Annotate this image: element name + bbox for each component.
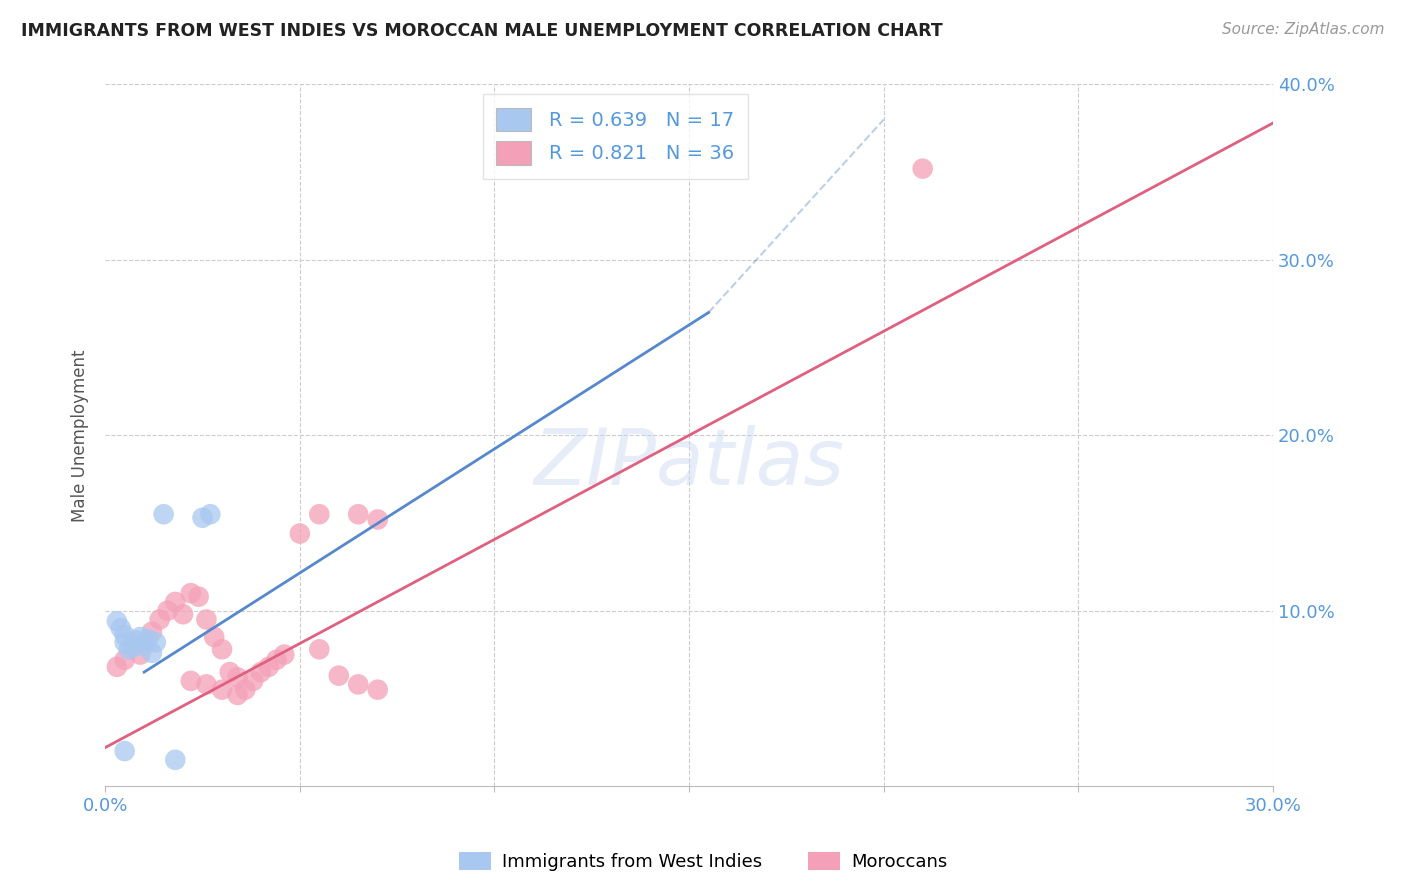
Point [125, 633, 148, 648]
Point [367, 512, 389, 526]
Point [367, 682, 389, 697]
Point [152, 507, 174, 521]
Point [347, 507, 370, 521]
Point [273, 648, 295, 662]
Point [328, 668, 350, 682]
Point [141, 624, 163, 639]
Point [134, 639, 156, 653]
Point [242, 673, 264, 688]
Point [257, 660, 280, 674]
Point [156, 604, 179, 618]
Point [180, 586, 202, 600]
Point [145, 635, 167, 649]
Point [288, 526, 311, 541]
Point [195, 612, 218, 626]
Point [149, 612, 172, 626]
Point [129, 630, 152, 644]
Point [121, 640, 143, 655]
Point [200, 507, 222, 521]
Point [347, 677, 370, 691]
Point [226, 688, 249, 702]
Point [308, 507, 330, 521]
Text: Source: ZipAtlas.com: Source: ZipAtlas.com [1222, 22, 1385, 37]
Point [114, 744, 136, 758]
Point [911, 161, 934, 176]
Legend: R = 0.639   N = 17, R = 0.821   N = 36: R = 0.639 N = 17, R = 0.821 N = 36 [482, 95, 748, 178]
Point [129, 648, 152, 662]
Point [134, 635, 156, 649]
Point [308, 642, 330, 657]
Y-axis label: Male Unemployment: Male Unemployment [72, 349, 89, 522]
Point [172, 607, 194, 622]
Point [114, 653, 136, 667]
Point [266, 653, 288, 667]
Point [105, 660, 128, 674]
Text: ZIPatlas: ZIPatlas [534, 425, 845, 501]
Point [211, 642, 233, 657]
Point [195, 677, 218, 691]
Point [250, 665, 273, 679]
Legend: Immigrants from West Indies, Moroccans: Immigrants from West Indies, Moroccans [451, 845, 955, 879]
Point [117, 642, 139, 657]
Point [191, 510, 214, 524]
Point [105, 614, 128, 628]
Point [180, 673, 202, 688]
Point [141, 646, 163, 660]
Point [165, 753, 187, 767]
Point [165, 595, 187, 609]
Point [218, 665, 240, 679]
Point [121, 639, 143, 653]
Point [114, 628, 136, 642]
Point [114, 635, 136, 649]
Point [226, 670, 249, 684]
Point [187, 590, 209, 604]
Point [202, 630, 225, 644]
Point [211, 682, 233, 697]
Text: IMMIGRANTS FROM WEST INDIES VS MOROCCAN MALE UNEMPLOYMENT CORRELATION CHART: IMMIGRANTS FROM WEST INDIES VS MOROCCAN … [21, 22, 943, 40]
Point [110, 621, 132, 635]
Point [235, 682, 257, 697]
Point [136, 632, 159, 646]
